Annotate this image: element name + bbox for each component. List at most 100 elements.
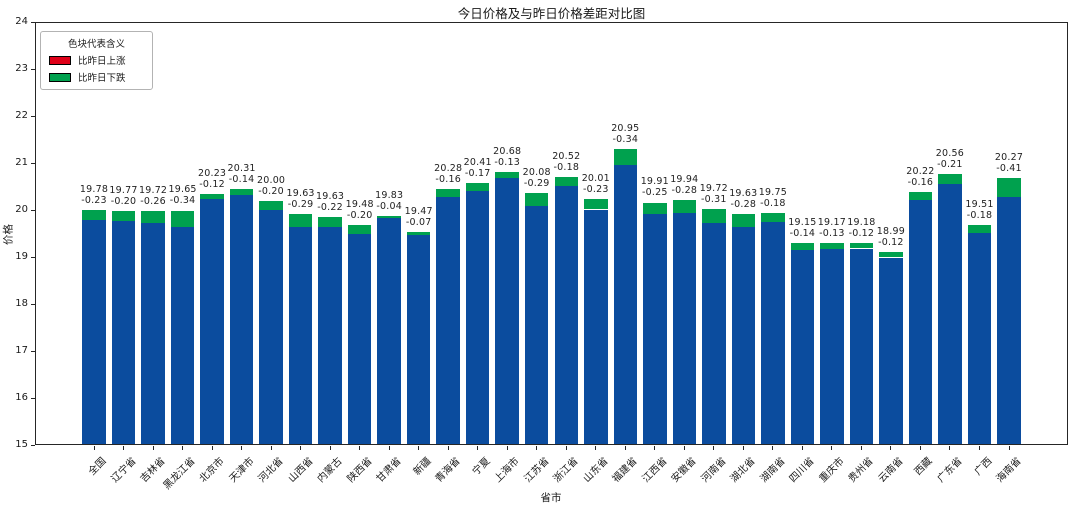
bar-segment-today-price — [908, 199, 933, 444]
bar-segment-today-price — [702, 223, 726, 444]
x-tick-mark — [211, 446, 213, 450]
y-tick-mark — [31, 303, 35, 305]
bar-value-label: 19.15 -0.14 — [788, 217, 817, 240]
x-tick-mark — [506, 446, 508, 450]
bar-value-label: 20.56 -0.21 — [935, 147, 964, 170]
bar-segment-today-price — [495, 178, 519, 444]
x-tick-mark — [418, 446, 420, 450]
bar-segment-today-price — [790, 250, 815, 444]
bar-segment-drop-vs-yesterday — [111, 211, 136, 221]
y-tick-label: 22 — [15, 109, 28, 121]
bar-value-label: 20.08 -0.29 — [522, 166, 551, 189]
bar-segment-today-price — [554, 185, 579, 444]
x-tick-label: 河南省 — [699, 455, 729, 485]
x-tick-mark — [1008, 446, 1010, 450]
x-tick-mark — [123, 446, 124, 450]
y-tick-label: 23 — [15, 62, 28, 74]
x-tick-label: 宁夏 — [470, 455, 493, 478]
bar-segment-today-price — [643, 214, 667, 444]
bar-segment-today-price — [879, 257, 903, 444]
x-tick-mark — [565, 446, 567, 450]
bar-segment-today-price — [731, 227, 756, 444]
bar-segment-today-price — [465, 190, 490, 444]
bar-segment-today-price — [377, 218, 401, 444]
x-tick-label: 西藏 — [913, 455, 936, 478]
legend-title: 色块代表含义 — [67, 39, 125, 50]
bar-segment-drop-vs-yesterday — [908, 192, 933, 200]
x-tick-mark — [93, 446, 95, 450]
bar-value-label: 19.63 -0.22 — [315, 191, 345, 214]
y-tick-mark — [31, 209, 35, 211]
x-tick-label: 黑龙江省 — [161, 455, 198, 492]
x-tick-label: 天津市 — [227, 455, 257, 485]
bar-value-label: 20.28 -0.16 — [434, 163, 463, 186]
bar-value-label: 20.95 -0.34 — [611, 123, 640, 146]
x-tick-mark — [742, 446, 744, 450]
x-tick-label: 湖南省 — [758, 455, 788, 485]
x-tick-mark — [772, 446, 774, 450]
bar-value-label: 20.41 -0.17 — [463, 156, 492, 179]
x-tick-label: 北京市 — [197, 455, 227, 485]
x-tick-mark — [152, 446, 154, 450]
x-tick-mark — [801, 446, 803, 450]
x-tick-label: 甘肃省 — [374, 455, 404, 485]
bar-value-label: 19.65 -0.34 — [168, 184, 197, 207]
bar-value-label: 19.75 -0.18 — [758, 187, 787, 210]
x-tick-mark — [654, 446, 656, 450]
bar-value-label: 19.77 -0.20 — [109, 185, 138, 208]
bar-segment-drop-vs-yesterday — [436, 189, 460, 197]
x-tick-mark — [388, 446, 390, 450]
y-tick-mark — [31, 350, 35, 352]
y-tick-mark — [31, 162, 35, 164]
y-tick-mark — [31, 397, 35, 399]
x-tick-mark — [595, 446, 597, 450]
bar-value-label: 19.72 -0.26 — [138, 184, 168, 207]
bar-segment-today-price — [229, 195, 254, 444]
bar-value-label: 20.00 -0.20 — [256, 174, 286, 197]
x-tick-label: 湖北省 — [728, 455, 758, 485]
bar-segment-today-price — [672, 212, 697, 444]
bar-value-label: 20.22 -0.16 — [906, 166, 935, 189]
x-tick-label: 江西省 — [640, 455, 670, 485]
legend-label-up: 比昨日上涨 — [78, 56, 126, 67]
x-tick-label: 四川省 — [788, 455, 818, 485]
bar-value-label: 19.47 -0.07 — [404, 205, 433, 228]
x-tick-label: 浙江省 — [551, 455, 581, 485]
x-tick-label: 山西省 — [286, 455, 316, 485]
bar-segment-today-price — [997, 197, 1021, 444]
bar-segment-today-price — [967, 233, 992, 444]
x-tick-label: 安徽省 — [669, 455, 699, 485]
legend-item-down: 比昨日下跌 — [47, 70, 146, 84]
bar-value-label: 19.51 -0.18 — [965, 198, 994, 221]
bar-value-label: 20.52 -0.18 — [552, 151, 581, 174]
bar-segment-drop-vs-yesterday — [849, 242, 874, 249]
bar-segment-today-price — [141, 223, 165, 444]
x-tick-mark — [359, 446, 361, 450]
bar-value-label: 18.99 -0.12 — [876, 225, 905, 248]
bar-segment-today-price — [406, 234, 431, 444]
x-tick-label: 内蒙古 — [315, 455, 345, 485]
x-tick-label: 贵州省 — [847, 455, 877, 485]
y-tick-mark — [31, 68, 35, 70]
x-tick-mark — [624, 446, 626, 450]
bar-value-label: 19.83 -0.04 — [375, 190, 404, 213]
y-tick-mark — [31, 444, 35, 446]
bar-segment-drop-vs-yesterday — [554, 177, 579, 186]
bar-value-label: 19.63 -0.29 — [286, 187, 315, 210]
bar-segment-drop-vs-yesterday — [790, 243, 815, 250]
bar-segment-drop-vs-yesterday — [997, 178, 1021, 198]
bar-segment-drop-vs-yesterday — [259, 200, 283, 210]
x-tick-mark — [300, 446, 302, 450]
x-tick-label: 青海省 — [433, 455, 463, 485]
bar-value-label: 20.27 -0.41 — [994, 152, 1024, 175]
x-tick-mark — [979, 446, 980, 450]
x-tick-mark — [241, 446, 243, 450]
x-tick-label: 辽宁省 — [109, 455, 139, 485]
bar-segment-today-price — [761, 221, 785, 445]
bar-segment-today-price — [318, 227, 342, 444]
x-tick-mark — [683, 446, 685, 450]
y-tick-label: 16 — [15, 391, 28, 403]
x-tick-mark — [860, 446, 862, 450]
bar-segment-drop-vs-yesterday — [406, 231, 431, 235]
